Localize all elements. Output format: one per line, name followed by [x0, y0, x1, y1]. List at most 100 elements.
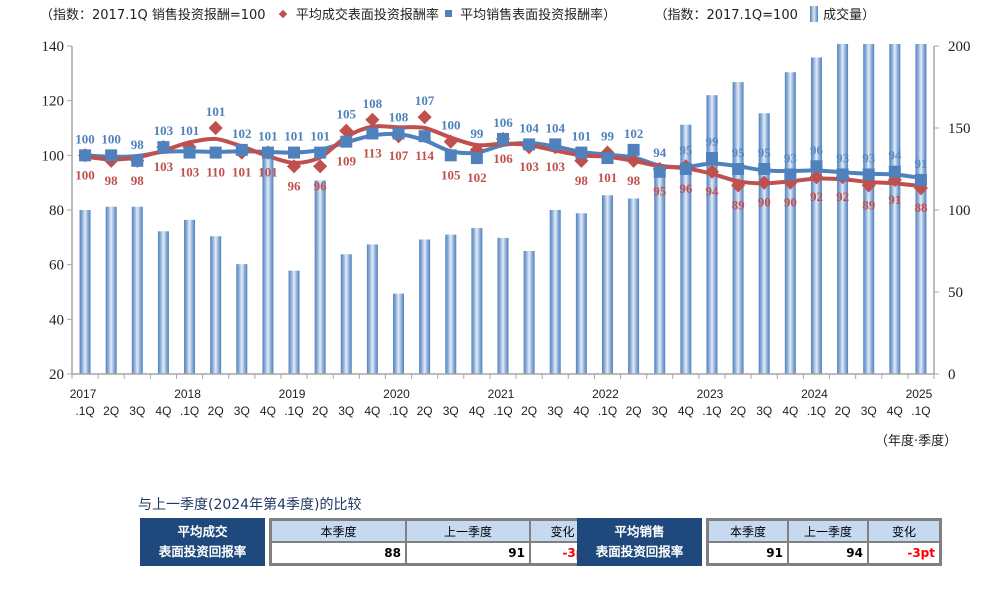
red-data-label: 92: [810, 189, 823, 204]
red-diamond-marker: [731, 178, 746, 193]
red-data-label: 103: [154, 159, 174, 174]
x-quarter-label: 4Q: [678, 404, 694, 418]
comparison-table-transaction: 平均成交 表面投资回报率 本季度 上一季度 变化 88 91 -3pt: [140, 518, 597, 566]
blue-square-marker: [366, 127, 379, 140]
right-tick-label: 100: [948, 203, 971, 219]
blue-square-marker: [261, 146, 274, 159]
blue-data-label: 100: [75, 131, 95, 146]
comparison-grid: 本季度 上一季度 变化 88 91 -3pt: [269, 518, 597, 566]
volume-bar: [236, 264, 248, 374]
volume-bar: [288, 270, 300, 374]
comparison-grid: 本季度 上一季度 变化 91 94 -3pt: [706, 518, 942, 566]
x-quarter-label: 3Q: [234, 404, 250, 418]
red-data-label: 89: [732, 197, 746, 212]
volume-bar: [601, 195, 613, 374]
blue-square-marker: [836, 168, 849, 181]
blue-data-label: 107: [415, 93, 435, 108]
blue-square-marker: [235, 143, 248, 156]
volume-bar: [497, 237, 509, 374]
x-quarter-label: .1Q: [493, 404, 512, 418]
value-previous: 91: [405, 541, 531, 566]
red-diamond-marker: [313, 159, 328, 174]
blue-square-marker: [810, 160, 823, 173]
label-line-2: 表面投资回报率: [595, 544, 684, 559]
volume-bar: [393, 293, 405, 374]
blue-square-marker: [758, 163, 771, 175]
volume-bar: [680, 124, 692, 374]
blue-square-marker: [732, 163, 745, 175]
red-data-label: 98: [627, 173, 641, 188]
blue-data-label: 106: [493, 115, 513, 130]
volume-bar: [523, 251, 535, 374]
red-data-label: 98: [575, 173, 589, 188]
blue-square-marker: [470, 152, 483, 165]
legend-index-note: （指数：2017.1Q 销售投资报酬=100: [40, 8, 266, 23]
x-quarter-label: 4Q: [887, 404, 903, 418]
right-tick-label: 200: [948, 39, 971, 55]
blue-square-marker: [340, 135, 353, 148]
blue-data-label: 101: [206, 104, 226, 119]
x-year-label: 2022: [592, 387, 619, 401]
blue-data-label: 102: [624, 126, 644, 141]
x-quarter-label: 2Q: [103, 404, 119, 418]
red-data-label: 105: [441, 167, 461, 182]
blue-square-marker: [209, 146, 222, 159]
x-quarter-label: 2Q: [626, 404, 642, 418]
data-labels: 100 100 100 98 98 98 103 103 101 103 101 110 102 101 1…: [75, 93, 928, 215]
x-quarter-label: 4Q: [573, 404, 589, 418]
x-quarter-label: 4Q: [782, 404, 798, 418]
red-data-label: 88: [914, 200, 928, 215]
red-data-label: 102: [467, 170, 487, 185]
blue-data-label: 95: [758, 145, 772, 160]
x-quarter-label: 3Q: [129, 404, 145, 418]
volume-bar: [575, 213, 587, 374]
blue-data-label: 108: [389, 109, 409, 124]
x-quarter-label: .1Q: [284, 404, 303, 418]
volume-bar: [445, 234, 457, 374]
volume-bar: [654, 165, 666, 374]
blue-square-marker: [653, 165, 666, 178]
x-year-label: 2023: [697, 387, 724, 401]
x-year-label: 2020: [383, 387, 410, 401]
red-data-label: 89: [862, 197, 876, 212]
value-previous: 94: [787, 541, 869, 566]
blue-square-marker: [862, 168, 875, 181]
blue-data-label: 104: [545, 120, 565, 135]
header-previous: 上一季度: [405, 518, 531, 543]
red-data-label: 91: [888, 192, 901, 207]
red-data-label: 103: [545, 159, 565, 174]
table-row-label: 平均销售 表面投资回报率: [577, 518, 702, 566]
right-tick-label: 0: [948, 367, 956, 383]
blue-data-label: 99: [705, 134, 719, 149]
volume-bar: [837, 44, 849, 374]
x-quarter-label: .1Q: [75, 404, 94, 418]
blue-data-label: 95: [732, 145, 746, 160]
blue-square-marker: [575, 146, 588, 159]
blue-data-label: 94: [653, 145, 667, 160]
volume-bar: [549, 210, 561, 374]
x-quarter-label: 2Q: [208, 404, 224, 418]
blue-data-label: 93: [836, 150, 850, 165]
x-year-label: 2025: [906, 387, 933, 401]
blue-square-marker: [157, 141, 170, 154]
bar-series: [79, 44, 927, 375]
volume-bar: [810, 57, 822, 374]
red-diamond-marker: [809, 170, 824, 185]
blue-square-marker: [183, 146, 196, 159]
label-line-1: 平均销售: [614, 524, 665, 539]
blue-square-marker: [314, 146, 327, 159]
red-data-label: 113: [363, 145, 382, 160]
x-quarter-label: 2Q: [417, 404, 433, 418]
red-data-label: 94: [705, 184, 719, 199]
blue-data-label: 101: [310, 129, 330, 144]
x-quarter-label: 2Q: [312, 404, 328, 418]
x-year-label: 2019: [279, 387, 306, 401]
x-quarter-label: 3Q: [547, 404, 563, 418]
blue-square-marker: [131, 154, 144, 167]
blue-data-label: 96: [810, 142, 824, 157]
x-axis-labels: .1Q 2017 2Q 3Q 4Q .1Q 2018 2Q 3Q 4Q .1Q 2019 2Q 3Q 4Q.…: [70, 387, 933, 418]
x-quarter-label: 3Q: [756, 404, 772, 418]
axes: 20 40 60 80 100 120 140 0 50 100 150 200: [42, 39, 971, 383]
red-data-label: 96: [314, 178, 328, 193]
header-previous: 上一季度: [787, 518, 869, 543]
